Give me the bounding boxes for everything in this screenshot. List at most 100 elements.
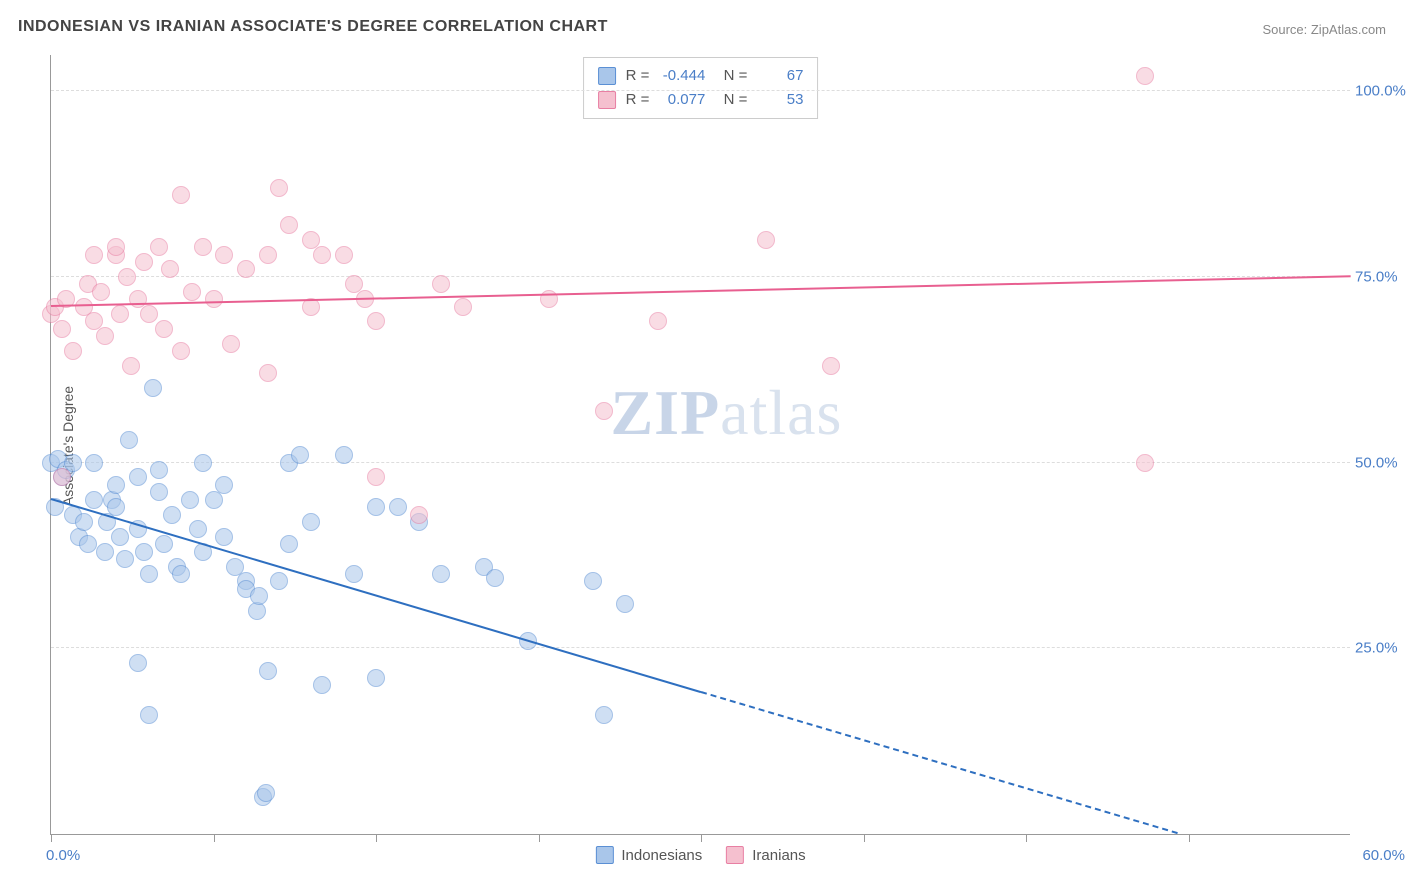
data-point [111, 528, 129, 546]
data-point [183, 283, 201, 301]
data-point [75, 513, 93, 531]
data-point [155, 535, 173, 553]
data-point [302, 513, 320, 531]
trend-line [51, 498, 702, 693]
data-point [150, 238, 168, 256]
data-point [259, 246, 277, 264]
legend-row-indonesians: R =-0.444 N =67 [598, 64, 804, 88]
data-point [135, 543, 153, 561]
data-point [584, 572, 602, 590]
x-tick [1189, 834, 1190, 842]
data-point [595, 706, 613, 724]
data-point [155, 320, 173, 338]
data-point [53, 468, 71, 486]
data-point [92, 283, 110, 301]
legend-row-iranians: R =0.077 N =53 [598, 88, 804, 112]
trend-line [701, 691, 1178, 834]
x-tick [864, 834, 865, 842]
legend-item-indonesians: Indonesians [595, 846, 702, 864]
data-point [486, 569, 504, 587]
data-point [215, 476, 233, 494]
data-point [280, 535, 298, 553]
data-point [150, 483, 168, 501]
data-point [85, 491, 103, 509]
data-point [313, 676, 331, 694]
data-point [335, 246, 353, 264]
x-tick [214, 834, 215, 842]
data-point [107, 476, 125, 494]
data-point [250, 587, 268, 605]
x-axis-min-label: 0.0% [46, 847, 80, 864]
data-point [222, 335, 240, 353]
x-axis-max-label: 60.0% [1362, 847, 1405, 864]
trend-line [51, 275, 1351, 307]
data-point [367, 498, 385, 516]
data-point [345, 565, 363, 583]
data-point [135, 253, 153, 271]
watermark: ZIPatlas [610, 376, 842, 450]
data-point [205, 290, 223, 308]
data-point [140, 706, 158, 724]
data-point [96, 327, 114, 345]
data-point [116, 550, 134, 568]
data-point [96, 543, 114, 561]
data-point [757, 231, 775, 249]
data-point [432, 565, 450, 583]
data-point [1136, 67, 1154, 85]
x-tick [376, 834, 377, 842]
data-point [410, 506, 428, 524]
data-point [313, 246, 331, 264]
y-tick-label: 25.0% [1355, 640, 1406, 657]
chart-title: INDONESIAN VS IRANIAN ASSOCIATE'S DEGREE… [18, 18, 608, 36]
swatch-iranians-icon [726, 846, 744, 864]
data-point [129, 468, 147, 486]
data-point [163, 506, 181, 524]
data-point [257, 784, 275, 802]
data-point [389, 498, 407, 516]
stats-legend: R =-0.444 N =67 R =0.077 N =53 [583, 57, 819, 119]
data-point [181, 491, 199, 509]
data-point [291, 446, 309, 464]
source-label: Source: ZipAtlas.com [1262, 22, 1386, 37]
data-point [53, 320, 71, 338]
data-point [118, 268, 136, 286]
data-point [85, 454, 103, 472]
data-point [140, 565, 158, 583]
data-point [616, 595, 634, 613]
data-point [64, 342, 82, 360]
swatch-indonesians-icon [595, 846, 613, 864]
data-point [432, 275, 450, 293]
gridline [51, 90, 1350, 91]
data-point [270, 179, 288, 197]
data-point [161, 260, 179, 278]
y-tick-label: 75.0% [1355, 268, 1406, 285]
data-point [172, 565, 190, 583]
data-point [85, 246, 103, 264]
data-point [144, 379, 162, 397]
data-point [150, 461, 168, 479]
data-point [215, 528, 233, 546]
data-point [172, 186, 190, 204]
data-point [205, 491, 223, 509]
gridline [51, 647, 1350, 648]
swatch-iranians [598, 91, 616, 109]
data-point [595, 402, 613, 420]
gridline [51, 462, 1350, 463]
x-tick [701, 834, 702, 842]
legend-item-iranians: Iranians [726, 846, 805, 864]
data-point [649, 312, 667, 330]
data-point [172, 342, 190, 360]
scatter-plot: ZIPatlas R =-0.444 N =67 R =0.077 N =53 … [50, 55, 1350, 835]
data-point [120, 431, 138, 449]
data-point [215, 246, 233, 264]
data-point [107, 498, 125, 516]
data-point [259, 364, 277, 382]
data-point [280, 216, 298, 234]
data-point [111, 305, 129, 323]
y-tick-label: 100.0% [1355, 83, 1406, 100]
data-point [189, 520, 207, 538]
data-point [194, 454, 212, 472]
data-point [140, 305, 158, 323]
data-point [194, 238, 212, 256]
data-point [367, 468, 385, 486]
